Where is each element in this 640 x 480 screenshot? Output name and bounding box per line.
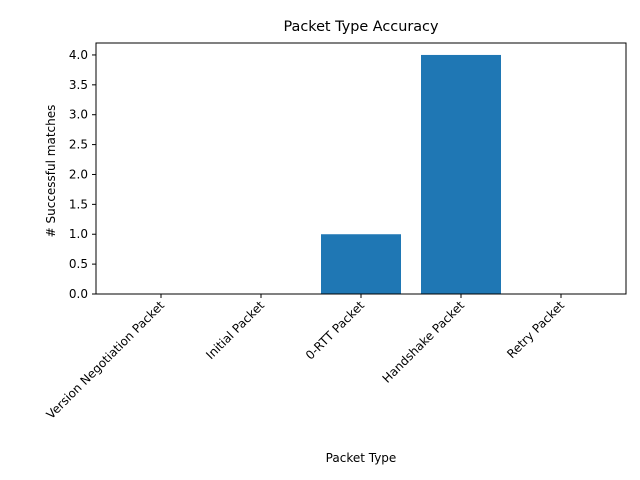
- y-axis: 0.0 0.5 1.0 1.5 2.0 2.5 3.0 3.5 4.0: [69, 48, 96, 301]
- bars-layer: [321, 54, 501, 295]
- y-tick-label: 4.0: [69, 48, 88, 62]
- plot-frame: [95, 42, 627, 295]
- y-tick-label: 1.0: [69, 227, 88, 241]
- y-tick-label: 3.5: [69, 78, 88, 92]
- y-axis-label: # Successful matches: [44, 105, 58, 238]
- y-tick-label: 2.5: [69, 138, 88, 152]
- y-tick-label: 3.0: [69, 108, 88, 122]
- y-tick-label: 0.5: [69, 257, 88, 271]
- y-tick-label: 1.5: [69, 197, 88, 211]
- bar: [421, 54, 501, 295]
- bar: [321, 234, 401, 294]
- y-tick-label: 0.0: [69, 287, 88, 301]
- chart-title: Packet Type Accuracy: [284, 19, 439, 35]
- y-tick-label: 2.0: [69, 167, 88, 181]
- x-axis-label: Packet Type: [326, 451, 397, 465]
